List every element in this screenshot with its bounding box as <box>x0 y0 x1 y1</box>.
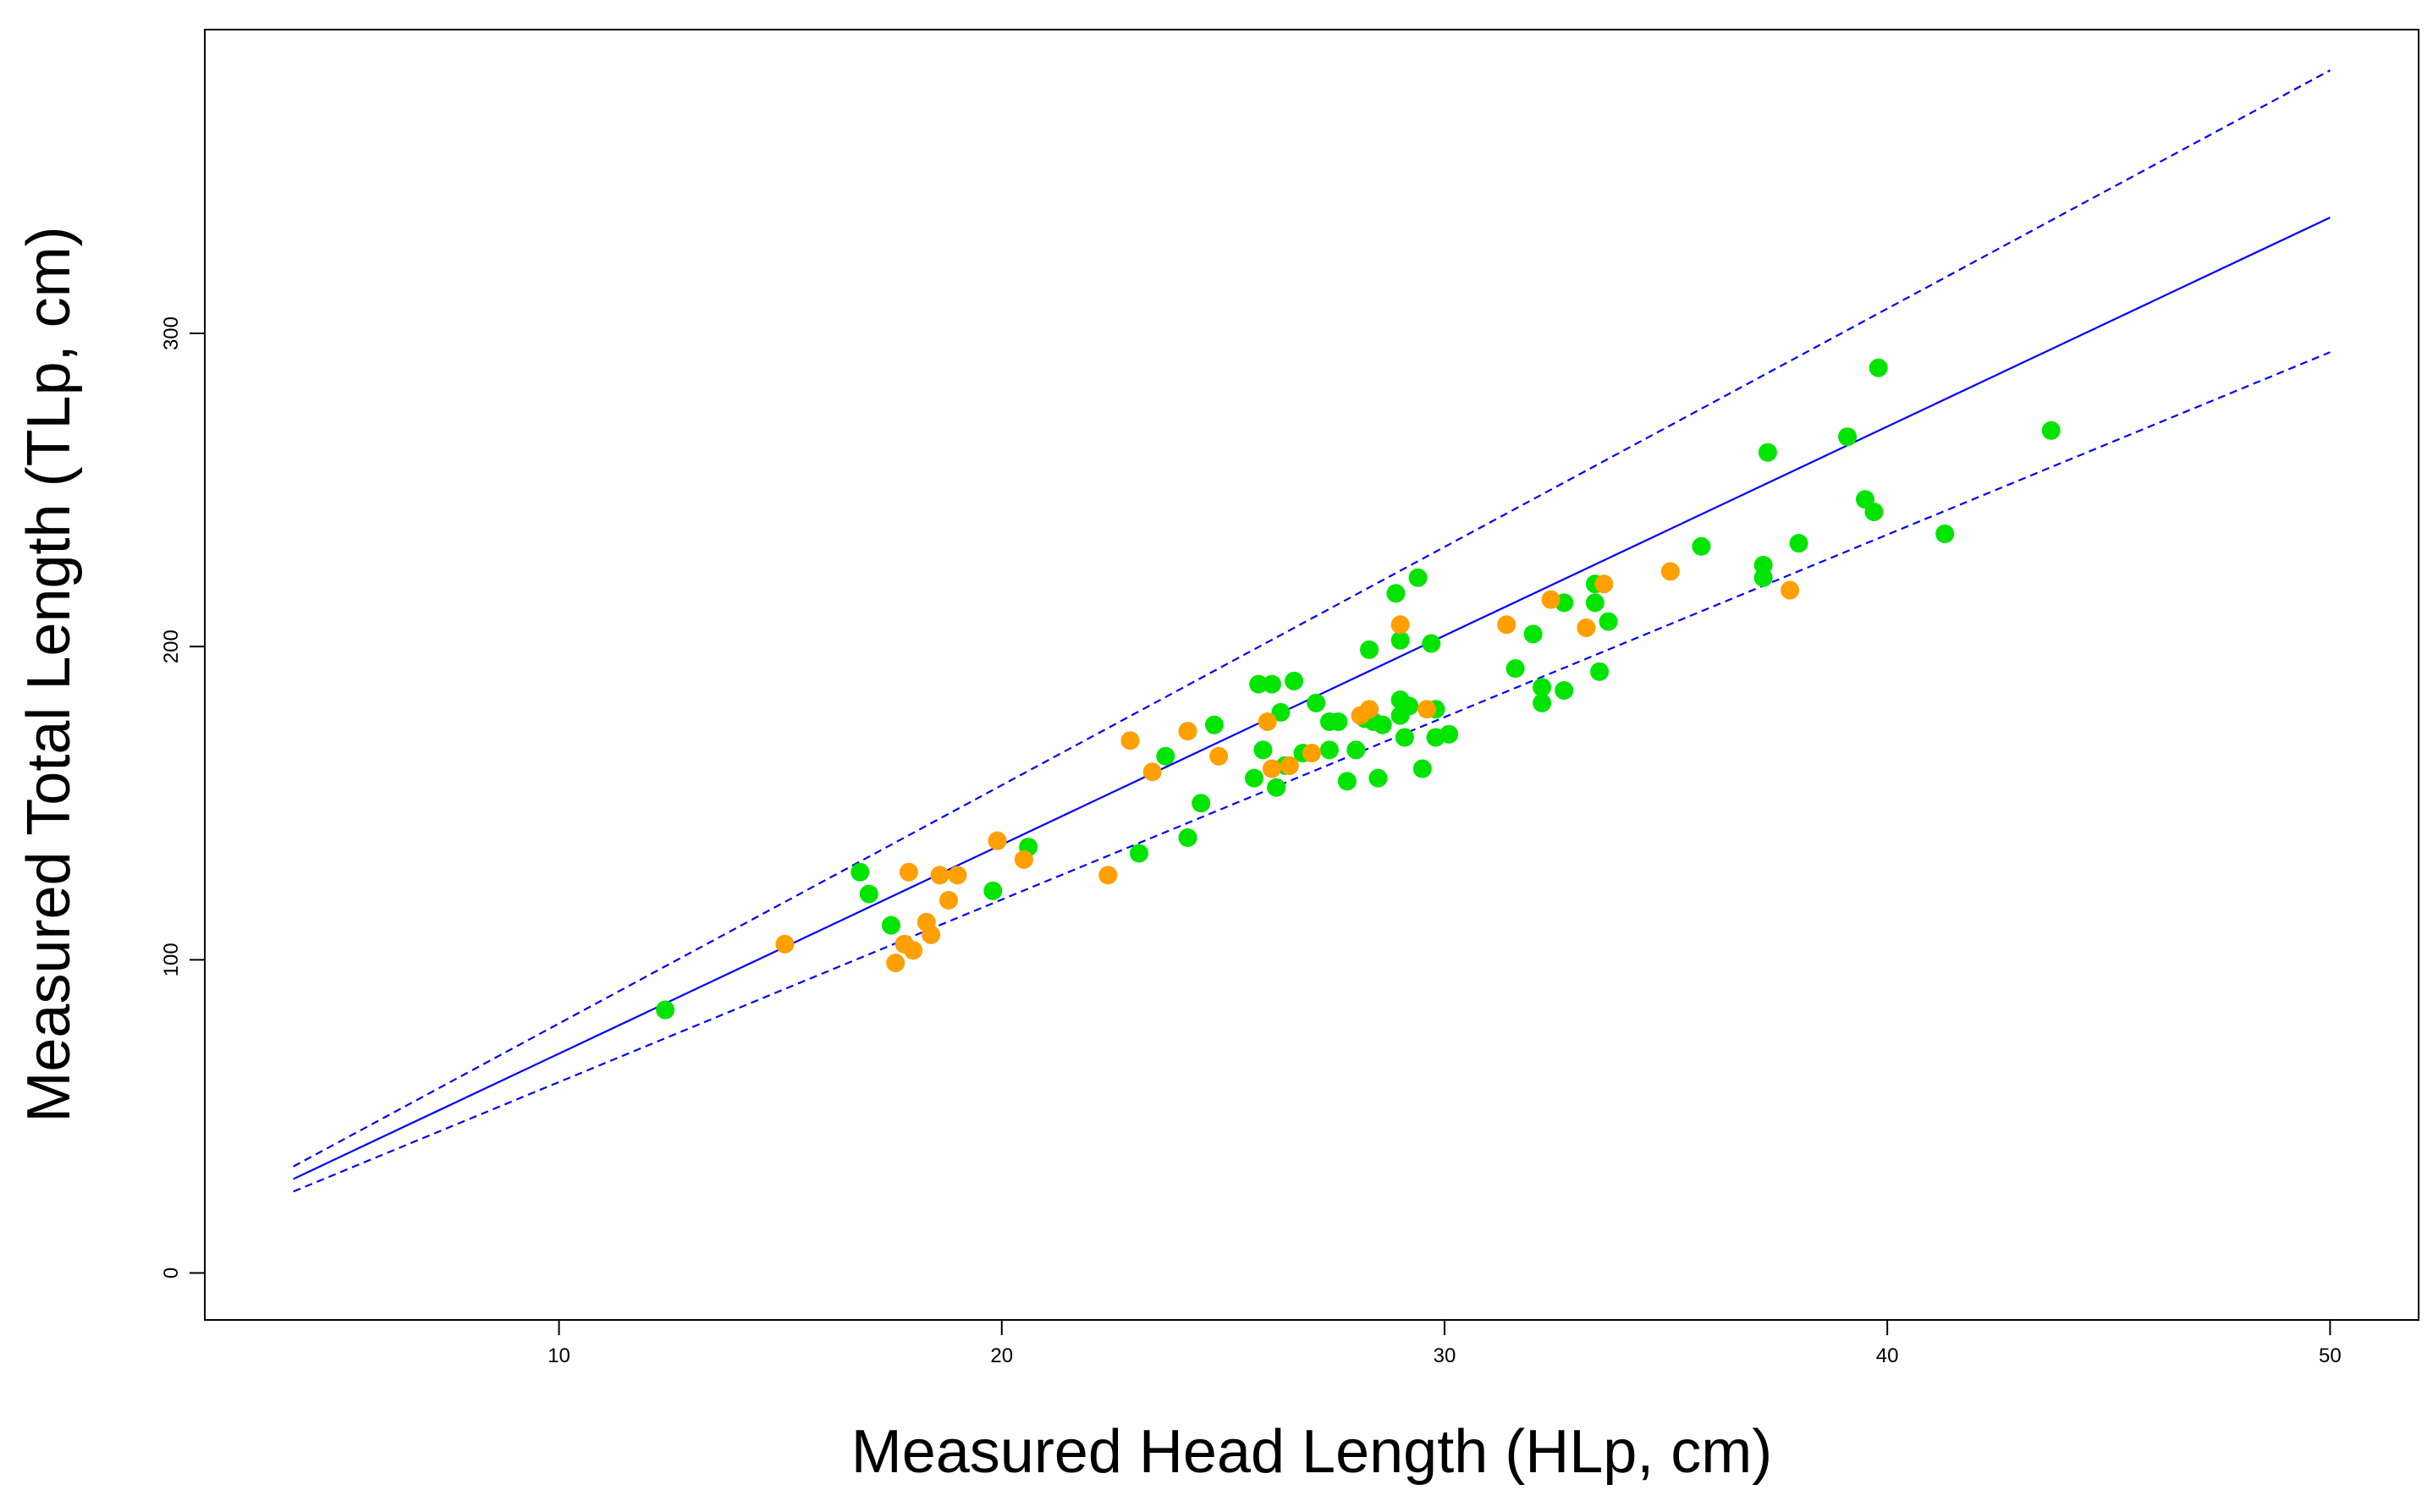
point-green-49 <box>1585 593 1605 613</box>
point-green-58 <box>1838 427 1858 447</box>
point-orange-17 <box>1258 712 1277 732</box>
point-green-16 <box>1271 702 1291 722</box>
point-green-56 <box>1758 443 1777 462</box>
point-green-44 <box>1523 624 1543 644</box>
point-orange-25 <box>1497 615 1516 635</box>
point-green-24 <box>1337 772 1357 791</box>
point-green-7 <box>1156 746 1175 766</box>
point-green-37 <box>1408 568 1428 587</box>
point-orange-19 <box>1280 756 1299 775</box>
point-green-62 <box>1935 524 1955 543</box>
y-axis-title: Measured Total Length (TLp, cm) <box>15 226 83 1122</box>
point-green-63 <box>2041 421 2061 440</box>
point-orange-29 <box>1660 562 1680 581</box>
x-tick-label-1: 20 <box>990 1344 1013 1367</box>
point-orange-12 <box>1098 866 1118 885</box>
y-tick-label-3: 300 <box>160 316 183 350</box>
point-green-23 <box>1329 712 1348 732</box>
point-green-30 <box>1373 715 1392 734</box>
point-orange-8 <box>939 891 958 910</box>
point-green-38 <box>1412 759 1432 778</box>
point-green-0 <box>656 1000 675 1020</box>
point-green-39 <box>1422 634 1441 653</box>
point-green-51 <box>1590 662 1610 681</box>
point-green-15 <box>1267 778 1286 797</box>
point-green-18 <box>1285 671 1304 690</box>
point-green-27 <box>1360 640 1379 659</box>
point-orange-24 <box>1417 700 1437 719</box>
point-green-46 <box>1533 693 1552 712</box>
point-orange-23 <box>1390 615 1410 635</box>
point-green-1 <box>850 862 870 882</box>
point-orange-30 <box>1781 580 1800 600</box>
point-orange-3 <box>899 862 918 882</box>
x-axis: 10 20 30 40 50 <box>548 1320 2342 1367</box>
point-orange-26 <box>1541 590 1561 609</box>
point-green-42 <box>1439 724 1459 744</box>
point-orange-27 <box>1577 618 1596 637</box>
point-orange-14 <box>1142 762 1162 782</box>
point-orange-15 <box>1178 722 1197 741</box>
point-orange-4 <box>904 941 923 960</box>
point-green-2 <box>859 884 878 904</box>
point-orange-7 <box>930 866 950 885</box>
point-orange-22 <box>1360 700 1379 719</box>
point-orange-18 <box>1262 759 1281 778</box>
point-green-47 <box>1555 681 1574 701</box>
point-orange-16 <box>1209 746 1229 766</box>
x-tick-label-3: 40 <box>1876 1344 1899 1367</box>
plot-frame <box>204 29 2419 1321</box>
point-orange-10 <box>988 831 1007 850</box>
y-tick-label-0: 0 <box>160 1267 183 1278</box>
point-green-43 <box>1505 659 1525 679</box>
point-green-36 <box>1400 696 1419 716</box>
point-green-60 <box>1864 503 1884 522</box>
point-green-52 <box>1599 612 1618 631</box>
point-green-10 <box>1204 715 1224 734</box>
point-green-29 <box>1368 768 1388 788</box>
point-green-25 <box>1346 740 1366 760</box>
point-green-12 <box>1249 674 1269 694</box>
point-orange-0 <box>775 934 795 954</box>
point-orange-20 <box>1302 744 1321 763</box>
fit-lines <box>293 69 2331 1193</box>
point-green-45 <box>1533 678 1552 697</box>
point-green-22 <box>1319 740 1339 760</box>
point-orange-1 <box>886 954 905 973</box>
point-orange-28 <box>1594 575 1614 594</box>
point-green-4 <box>983 881 1003 900</box>
point-green-14 <box>1262 674 1281 694</box>
x-axis-title: Measured Head Length (HLp, cm) <box>851 1418 1773 1486</box>
x-tick-label-2: 30 <box>1434 1344 1456 1367</box>
point-green-35 <box>1395 728 1414 747</box>
confidence-band-line-0 <box>293 69 2331 1168</box>
point-orange-11 <box>1014 849 1033 869</box>
point-orange-6 <box>922 925 941 944</box>
point-green-61 <box>1869 358 1888 377</box>
y-tick-label-2: 200 <box>160 630 183 663</box>
point-green-3 <box>881 915 900 935</box>
data-points <box>656 358 2061 1020</box>
point-green-11 <box>1244 768 1263 788</box>
point-green-20 <box>1307 693 1326 712</box>
point-orange-13 <box>1120 731 1140 751</box>
point-green-13 <box>1253 740 1273 760</box>
x-tick-label-4: 50 <box>2319 1344 2342 1367</box>
x-tick-label-0: 10 <box>548 1344 570 1367</box>
point-green-53 <box>1692 536 1711 556</box>
point-orange-9 <box>948 866 967 885</box>
point-green-57 <box>1789 534 1808 553</box>
point-green-6 <box>1129 844 1148 863</box>
y-axis: 0 100 200 300 <box>160 316 205 1278</box>
confidence-band-line-2 <box>293 351 2331 1193</box>
point-green-8 <box>1178 827 1197 847</box>
point-green-31 <box>1386 584 1406 603</box>
y-tick-label-1: 100 <box>160 943 183 976</box>
point-green-34 <box>1390 630 1410 650</box>
point-green-55 <box>1753 555 1773 575</box>
point-green-9 <box>1192 794 1211 813</box>
